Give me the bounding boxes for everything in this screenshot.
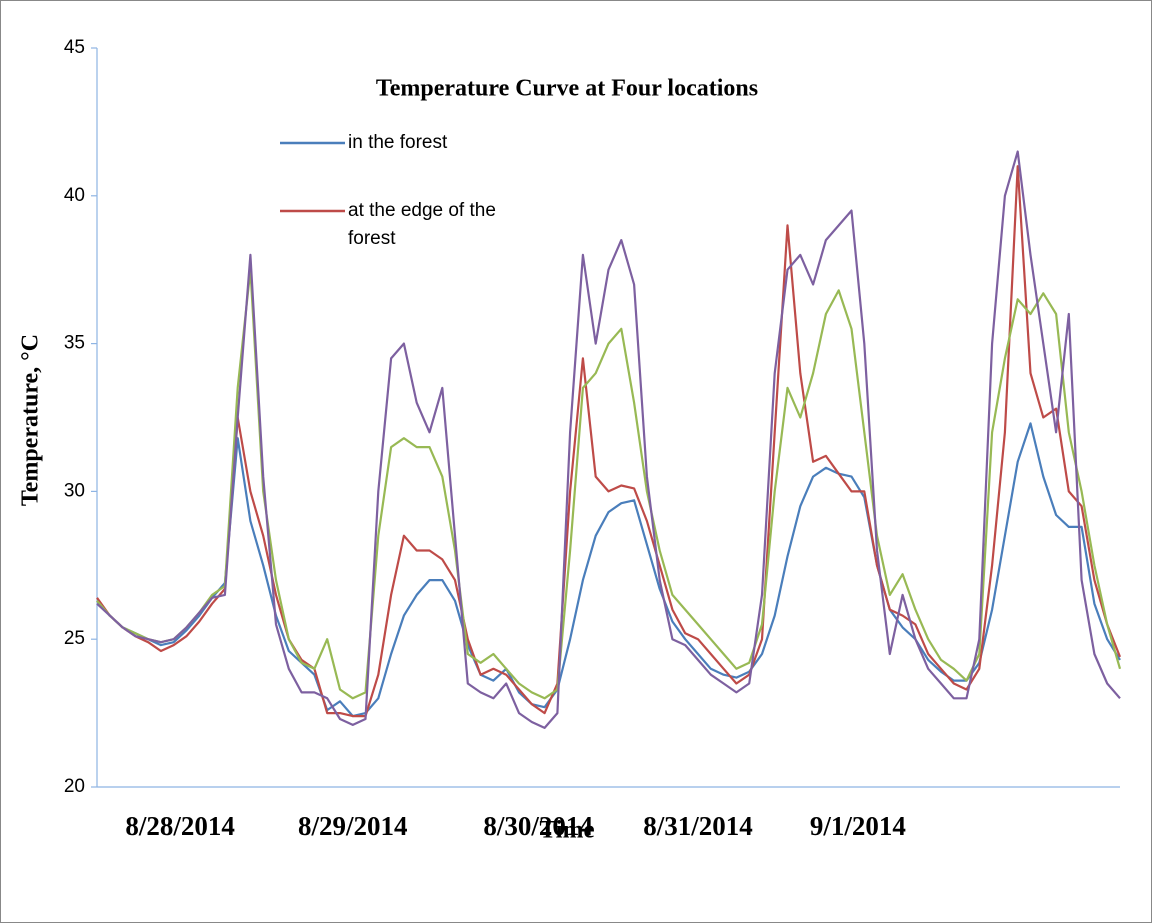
series-line: [96, 165, 1122, 718]
y-tick-label: 40: [64, 185, 85, 206]
chart-title: Temperature Curve at Four locations: [376, 76, 758, 102]
x-tick-label: 8/30/2014: [483, 811, 593, 841]
x-tick-label: 8/31/2014: [643, 811, 753, 841]
x-tick-label: 9/1/2014: [810, 811, 906, 841]
y-tick-label: 30: [64, 480, 85, 501]
series-line: [96, 150, 1121, 729]
legend-label: at the edge of the forest: [348, 200, 496, 249]
y-axis-title: Temperature, °C: [18, 334, 44, 506]
legend-entry: at the edge of the forest: [348, 200, 496, 249]
y-tick-label: 20: [64, 776, 85, 797]
legend-entry: in the forest: [348, 132, 448, 153]
y-tick-label: 35: [64, 333, 85, 354]
x-axis-title: Time: [539, 817, 594, 844]
x-tick-label: 8/28/2014: [125, 811, 235, 841]
y-tick-label: 45: [64, 37, 85, 58]
y-tick-label: 25: [64, 628, 85, 649]
x-tick-label: 8/29/2014: [298, 811, 408, 841]
legend-label: in the forest: [348, 132, 448, 153]
